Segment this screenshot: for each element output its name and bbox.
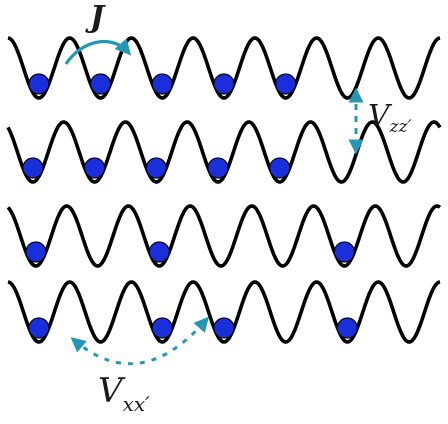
vertical-interaction-label-sub: zz′ [389, 117, 412, 137]
atom [213, 73, 235, 95]
atom [28, 317, 50, 339]
atom [336, 317, 358, 339]
atom [28, 73, 50, 95]
horizontal-interaction-label-main: V [98, 371, 126, 411]
atom [213, 317, 235, 339]
lattice-row-4 [7, 280, 441, 344]
lattice-row-3 [6, 204, 442, 268]
atom [151, 73, 173, 95]
horizontal-interaction-arrow [70, 316, 209, 366]
atom [145, 157, 167, 179]
atom [22, 157, 44, 179]
vertical-interaction-label: Vzz′ [368, 99, 412, 137]
atom [148, 241, 170, 263]
atom [333, 241, 355, 263]
hopping-label: J [85, 0, 106, 35]
atom [207, 157, 229, 179]
atom [89, 73, 112, 95]
atom [83, 157, 106, 179]
horizontal-interaction-label-sub: xx′ [123, 392, 151, 416]
hopping-arrow [64, 38, 132, 65]
vertical-interaction-label-main: V [368, 99, 393, 134]
atom [151, 317, 173, 339]
lattice-potentials [6, 36, 442, 344]
atom [25, 241, 47, 263]
atom [269, 157, 291, 179]
lattice-row-1 [7, 36, 441, 100]
atom [275, 73, 297, 95]
horizontal-interaction-label: Vxx′ [98, 371, 150, 416]
